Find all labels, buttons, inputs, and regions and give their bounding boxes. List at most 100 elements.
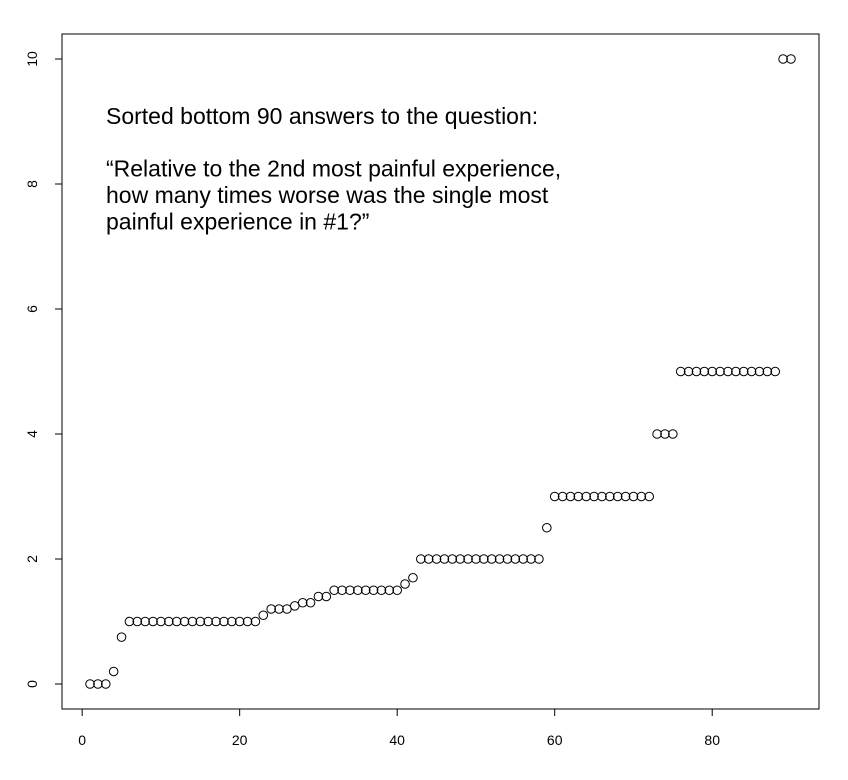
point — [486, 554, 497, 564]
point — [597, 491, 607, 502]
point — [668, 429, 678, 439]
point — [219, 616, 229, 627]
x-tick-label: 60 — [547, 732, 563, 748]
point — [156, 616, 166, 627]
point — [754, 366, 765, 377]
point — [116, 632, 127, 642]
annotation: how many times worse was the single most — [106, 182, 549, 208]
point — [423, 554, 434, 564]
point — [195, 616, 206, 627]
point — [353, 585, 363, 596]
point — [187, 616, 198, 627]
point — [675, 366, 686, 377]
point — [242, 616, 253, 627]
point — [746, 366, 757, 377]
point — [100, 679, 111, 689]
point — [234, 616, 245, 627]
point — [345, 585, 355, 596]
point — [731, 366, 741, 377]
point — [565, 491, 576, 502]
x-tick-label: 20 — [232, 732, 248, 748]
point — [282, 604, 292, 614]
y-tick-label: 4 — [24, 430, 40, 438]
point — [534, 554, 544, 564]
point — [384, 585, 395, 596]
point — [691, 366, 702, 377]
point — [408, 572, 418, 583]
point — [581, 491, 591, 502]
point — [612, 491, 623, 502]
point — [636, 491, 647, 502]
point — [723, 366, 733, 377]
point — [628, 491, 639, 502]
point — [479, 554, 489, 564]
point — [762, 366, 773, 377]
point — [494, 554, 505, 564]
point — [211, 616, 221, 627]
point — [707, 366, 718, 377]
point — [124, 616, 135, 627]
point — [321, 591, 332, 602]
point — [85, 679, 95, 689]
point — [573, 491, 584, 502]
point — [250, 616, 261, 627]
point — [274, 604, 284, 614]
point — [518, 554, 528, 564]
point — [132, 616, 143, 627]
point — [171, 616, 182, 627]
point — [786, 54, 796, 64]
point — [179, 616, 190, 627]
point — [699, 366, 710, 377]
point — [297, 597, 308, 608]
point — [226, 616, 237, 627]
point — [337, 585, 347, 596]
point — [392, 585, 402, 596]
x-tick-label: 80 — [704, 732, 720, 748]
point — [447, 554, 458, 564]
annotation: “Relative to the 2nd most painful experi… — [106, 156, 561, 182]
point — [163, 616, 174, 627]
y-tick-label: 8 — [24, 180, 40, 188]
point — [526, 554, 536, 564]
point — [368, 585, 379, 596]
point — [683, 366, 694, 377]
point — [329, 585, 339, 596]
point — [203, 616, 213, 627]
point — [360, 585, 371, 596]
point — [778, 54, 788, 64]
x-tick-label: 0 — [78, 732, 86, 748]
point — [305, 597, 316, 608]
point — [589, 491, 599, 502]
point — [510, 554, 521, 564]
point — [652, 429, 662, 439]
point — [605, 491, 615, 502]
x-tick-label: 40 — [389, 732, 405, 748]
plot-box — [61, 33, 820, 710]
point — [644, 491, 655, 502]
point — [439, 554, 450, 564]
point — [549, 491, 560, 502]
point — [660, 429, 670, 439]
point — [431, 554, 442, 564]
point — [542, 522, 552, 533]
point — [93, 679, 103, 689]
point — [455, 554, 465, 564]
point — [376, 585, 387, 596]
point — [266, 604, 276, 614]
point — [502, 554, 513, 564]
y-tick-label: 10 — [24, 51, 40, 67]
point — [400, 579, 410, 589]
point — [471, 554, 481, 564]
point — [738, 366, 749, 377]
point — [557, 491, 568, 502]
point — [108, 666, 119, 677]
y-tick-label: 6 — [24, 305, 40, 313]
point — [148, 616, 158, 627]
point — [313, 591, 324, 602]
point — [463, 554, 473, 564]
point — [258, 610, 269, 621]
point — [770, 366, 781, 377]
point — [620, 491, 631, 502]
point — [290, 601, 300, 611]
